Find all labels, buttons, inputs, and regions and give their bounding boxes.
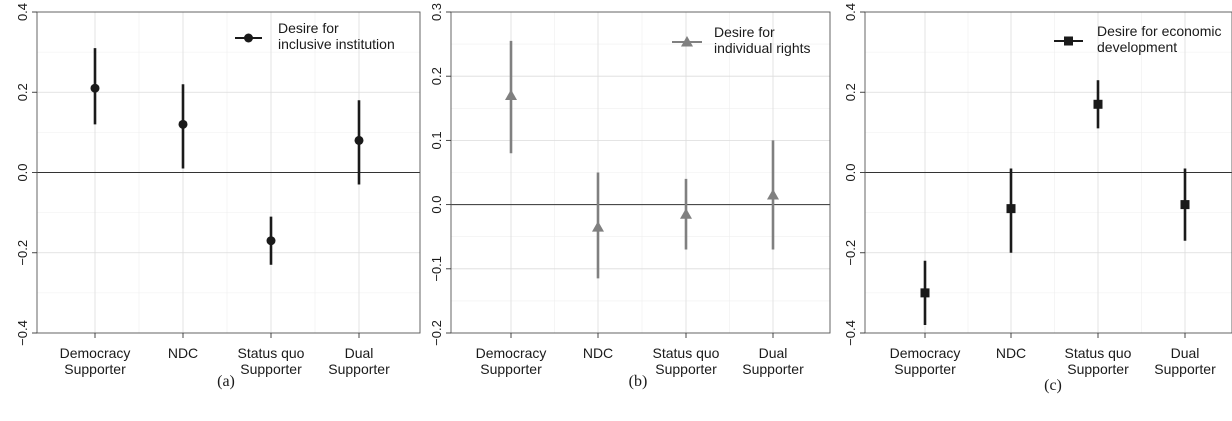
x-tick-label: Democracy Supporter — [60, 345, 131, 377]
legend-label-line: development — [1097, 39, 1177, 55]
x-tick-label: Status quo Supporter — [653, 345, 720, 377]
plot-frame — [450, 11, 831, 334]
data-point — [767, 188, 779, 200]
y-tick-label: 0.0 — [843, 163, 858, 181]
y-tick-label: 0.1 — [429, 131, 444, 149]
data-point — [592, 221, 604, 232]
legend-label-line: Desire for — [278, 20, 339, 36]
x-tick-label-line: NDC — [996, 345, 1026, 361]
data-point — [90, 83, 100, 93]
x-tick-label-line: Status quo — [653, 345, 720, 361]
x-tick-label-line: Supporter — [1154, 361, 1216, 377]
x-tick-label-line: Supporter — [894, 361, 956, 377]
legend-label-line: inclusive institution — [278, 36, 395, 52]
x-tick-label: Status quo Supporter — [238, 345, 305, 377]
x-tick-label-line: NDC — [168, 345, 198, 361]
x-tick-label: Status quo Supporter — [1065, 345, 1132, 377]
legend-label: Desire for individual rights — [714, 24, 811, 56]
legend-marker — [1064, 36, 1073, 46]
legend-label: Desire for economic development — [1097, 23, 1222, 55]
legend-marker — [681, 36, 693, 47]
y-tick-label: 0.0 — [15, 163, 30, 181]
y-tick-label: 0.4 — [843, 3, 858, 21]
x-tick-label-line: Democracy — [890, 345, 961, 361]
x-tick-label: Dual Supporter — [742, 345, 804, 377]
plot-area — [37, 12, 420, 333]
x-tick-label: NDC — [168, 345, 198, 361]
y-tick-label: 0.2 — [843, 83, 858, 101]
panel-caption: (b) — [629, 373, 648, 390]
data-point — [266, 236, 276, 246]
x-tick-label-line: Status quo — [238, 345, 305, 361]
y-tick-label: 0.2 — [429, 67, 444, 85]
x-tick-label-line: Supporter — [742, 361, 804, 377]
data-point — [920, 288, 930, 298]
data-point — [1093, 99, 1103, 109]
y-tick-label: 0.3 — [429, 3, 444, 21]
data-point — [1180, 200, 1190, 210]
x-tick-label: Dual Supporter — [328, 345, 390, 377]
x-tick-label: Dual Supporter — [1154, 345, 1216, 377]
x-tick-label-line: Supporter — [655, 361, 717, 377]
x-tick-label-line: Dual — [759, 345, 788, 361]
x-tick-label-line: Supporter — [64, 361, 126, 377]
legend-label-line: Desire for — [714, 24, 775, 40]
x-tick-label: Democracy Supporter — [476, 345, 547, 377]
data-point — [354, 135, 364, 145]
y-tick-label: −0.4 — [843, 320, 858, 346]
x-tick-label-line: Supporter — [328, 361, 390, 377]
y-tick-label: −0.2 — [15, 240, 30, 266]
x-tick-label: Democracy Supporter — [890, 345, 961, 377]
legend-label-line: individual rights — [714, 40, 811, 56]
y-tick-label: −0.4 — [15, 320, 30, 346]
y-tick-label: −0.2 — [429, 320, 444, 346]
x-tick-label-line: Supporter — [480, 361, 542, 377]
x-tick-label-line: Status quo — [1065, 345, 1132, 361]
legend-marker — [244, 33, 253, 43]
x-tick-label: NDC — [996, 345, 1026, 361]
y-tick-label: 0.0 — [429, 196, 444, 214]
x-tick-label-line: Supporter — [240, 361, 302, 377]
legend-label-line: Desire for economic — [1097, 23, 1222, 39]
x-tick-label-line: Democracy — [476, 345, 547, 361]
y-tick-label: 0.2 — [15, 83, 30, 101]
panel-caption: (c) — [1044, 377, 1062, 394]
x-tick-label-line: Supporter — [1067, 361, 1129, 377]
x-tick-label-line: NDC — [583, 345, 613, 361]
data-point — [680, 208, 692, 219]
x-tick-label-line: Democracy — [60, 345, 131, 361]
data-point — [505, 89, 517, 100]
data-point — [178, 119, 188, 129]
legend-label: Desire for inclusive institution — [278, 20, 395, 52]
plot-area — [865, 12, 1232, 333]
y-tick-label: 0.4 — [15, 3, 30, 21]
y-tick-label: −0.2 — [843, 240, 858, 266]
y-tick-label: −0.1 — [429, 256, 444, 282]
data-point — [1006, 204, 1016, 214]
x-tick-label-line: Dual — [345, 345, 374, 361]
plot-area — [451, 12, 830, 333]
panel-caption: (a) — [217, 373, 235, 390]
x-tick-label-line: Dual — [1171, 345, 1200, 361]
x-tick-label: NDC — [583, 345, 613, 361]
